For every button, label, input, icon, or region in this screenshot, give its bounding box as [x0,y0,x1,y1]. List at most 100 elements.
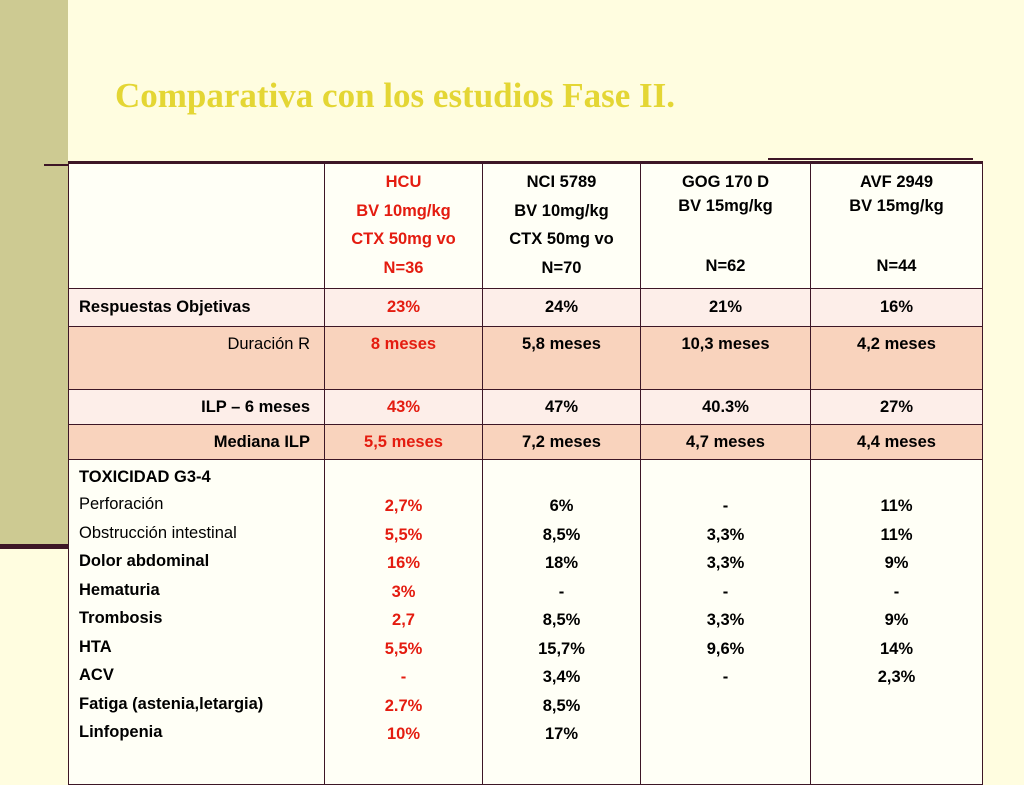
tox-value: 3,4% [542,668,581,686]
header-line: N=62 [705,257,746,275]
toxicity-item: HTA [79,637,112,656]
tox-value: 15,7% [538,639,585,658]
cell-nci: 7,2 meses [482,424,641,460]
header-spacer [641,216,810,252]
tox-value: - [400,668,407,686]
band-divider [0,544,68,549]
tox-value: 18% [544,554,579,572]
tox-value: 9% [884,554,909,572]
tox-value: 3,3% [706,554,745,572]
tox-value: 2,7% [384,497,423,515]
tox-value: - [558,582,565,601]
cell-hcu: 5,5 meses [324,424,483,460]
header-empty-cell [68,161,325,289]
cell-gog: 21% [640,288,811,327]
tox-value: 17% [544,725,579,743]
header-hcu: HCU BV 10mg/kg CTX 50mg vo N=36 [324,161,483,289]
toxicity-item: ACV [79,666,114,684]
cell-nci: 47% [482,389,641,425]
title-rule-right [768,158,973,160]
toxicity-gog: - 3,3% 3,3% - 3,3% 9,6% - [640,459,811,785]
toxicity-heading: TOXICIDAD G3-4 [79,468,211,486]
toxicity-item: Fatiga (astenia,letargia) [79,694,264,713]
toxicity-hcu: 2,7% 5,5% 16% 3% 2,7 5,5% - 2.7% 10% [324,459,483,785]
tox-value: 2.7% [384,696,423,715]
header-row: HCU BV 10mg/kg CTX 50mg vo N=36 NCI 5789… [68,161,983,289]
toxicity-item: Hematuria [79,580,160,599]
cell-hcu: 43% [324,389,483,425]
row-label: Duración R [68,326,325,390]
header-line: GOG 170 D [681,173,770,191]
header-line: BV 10mg/kg [514,201,609,220]
header-line: BV 15mg/kg [678,197,773,215]
cell-nci: 5,8 meses [482,326,641,390]
tox-value: - [722,582,729,601]
toxicity-item: Linfopenia [79,723,163,741]
row-label: Respuestas Objetivas [68,288,325,327]
tox-value: 10% [386,725,421,743]
cell-avf: 27% [810,389,983,425]
toxicity-item: Perforación [79,495,164,513]
header-line: N=36 [383,258,424,277]
toxicity-item: Obstrucción intestinal [79,523,237,542]
title-rule-left [44,164,68,166]
tox-value: 9% [884,611,909,629]
tox-value: 8,5% [542,696,581,715]
toxicity-labels: TOXICIDAD G3-4 Perforación Obstrucción i… [68,459,325,785]
cell-avf: 4,4 meses [810,424,983,460]
left-decorative-band [0,0,68,548]
tox-value: 2,7 [392,611,415,629]
row-label: Mediana ILP [68,424,325,460]
row-mediana: Mediana ILP 5,5 meses 7,2 meses 4,7 mese… [68,424,983,460]
tox-value: 6% [549,497,574,515]
cell-avf: 4,2 meses [810,326,983,390]
toxicity-item: Trombosis [79,609,163,627]
header-line: BV 15mg/kg [849,197,944,215]
toxicity-avf: 11% 11% 9% - 9% 14% 2,3% [810,459,983,785]
tox-value: 8,5% [542,611,581,629]
header-line: CTX 50mg vo [509,230,614,248]
tox-value: 3% [391,582,416,601]
row-ilp-6: ILP – 6 meses 43% 47% 40.3% 27% [68,389,983,425]
toxicity-list: Perforación Obstrucción intestinal Dolor… [79,490,324,747]
tox-value: 14% [879,639,914,658]
comparison-table: HCU BV 10mg/kg CTX 50mg vo N=36 NCI 5789… [68,161,983,785]
cell-gog: 4,7 meses [640,424,811,460]
row-label: ILP – 6 meses [68,389,325,425]
tox-value: 5,5% [384,639,423,658]
tox-value: 8,5% [542,525,581,544]
tox-value: - [722,497,729,515]
tox-value: - [722,668,729,686]
header-gog: GOG 170 D BV 15mg/kg N=62 [640,161,811,289]
header-line: N=44 [876,257,917,275]
header-line: AVF 2949 [859,173,934,191]
cell-gog: 10,3 meses [640,326,811,390]
header-line: BV 10mg/kg [356,201,451,220]
row-duracion: Duración R 8 meses 5,8 meses 10,3 meses … [68,326,983,390]
header-avf: AVF 2949 BV 15mg/kg N=44 [810,161,983,289]
cell-hcu: 23% [324,288,483,327]
header-line: N=70 [541,258,582,277]
row-respuestas: Respuestas Objetivas 23% 24% 21% 16% [68,288,983,327]
tox-value: 2,3% [877,668,916,686]
cell-gog: 40.3% [640,389,811,425]
header-nci: NCI 5789 BV 10mg/kg CTX 50mg vo N=70 [482,161,641,289]
tox-value: 3,3% [706,525,745,544]
toxicity-nci: 6% 8,5% 18% - 8,5% 15,7% 3,4% 8,5% 17% [482,459,641,785]
header-line: HCU [385,173,422,191]
slide-title: Comparativa con los estudios Fase II. [115,76,676,115]
tox-value: - [893,582,900,601]
tox-value: 5,5% [384,525,423,544]
header-line: NCI 5789 [526,173,597,191]
cell-nci: 24% [482,288,641,327]
cell-hcu: 8 meses [324,326,483,390]
cell-avf: 16% [810,288,983,327]
tox-value: 3,3% [706,611,745,629]
tox-value: 9,6% [706,639,745,658]
header-line: CTX 50mg vo [351,230,456,248]
row-toxicidad: TOXICIDAD G3-4 Perforación Obstrucción i… [68,459,983,785]
tox-value: 11% [880,525,913,544]
tox-value: 11% [880,497,913,515]
tox-value: 16% [386,554,421,572]
header-spacer [811,216,982,252]
